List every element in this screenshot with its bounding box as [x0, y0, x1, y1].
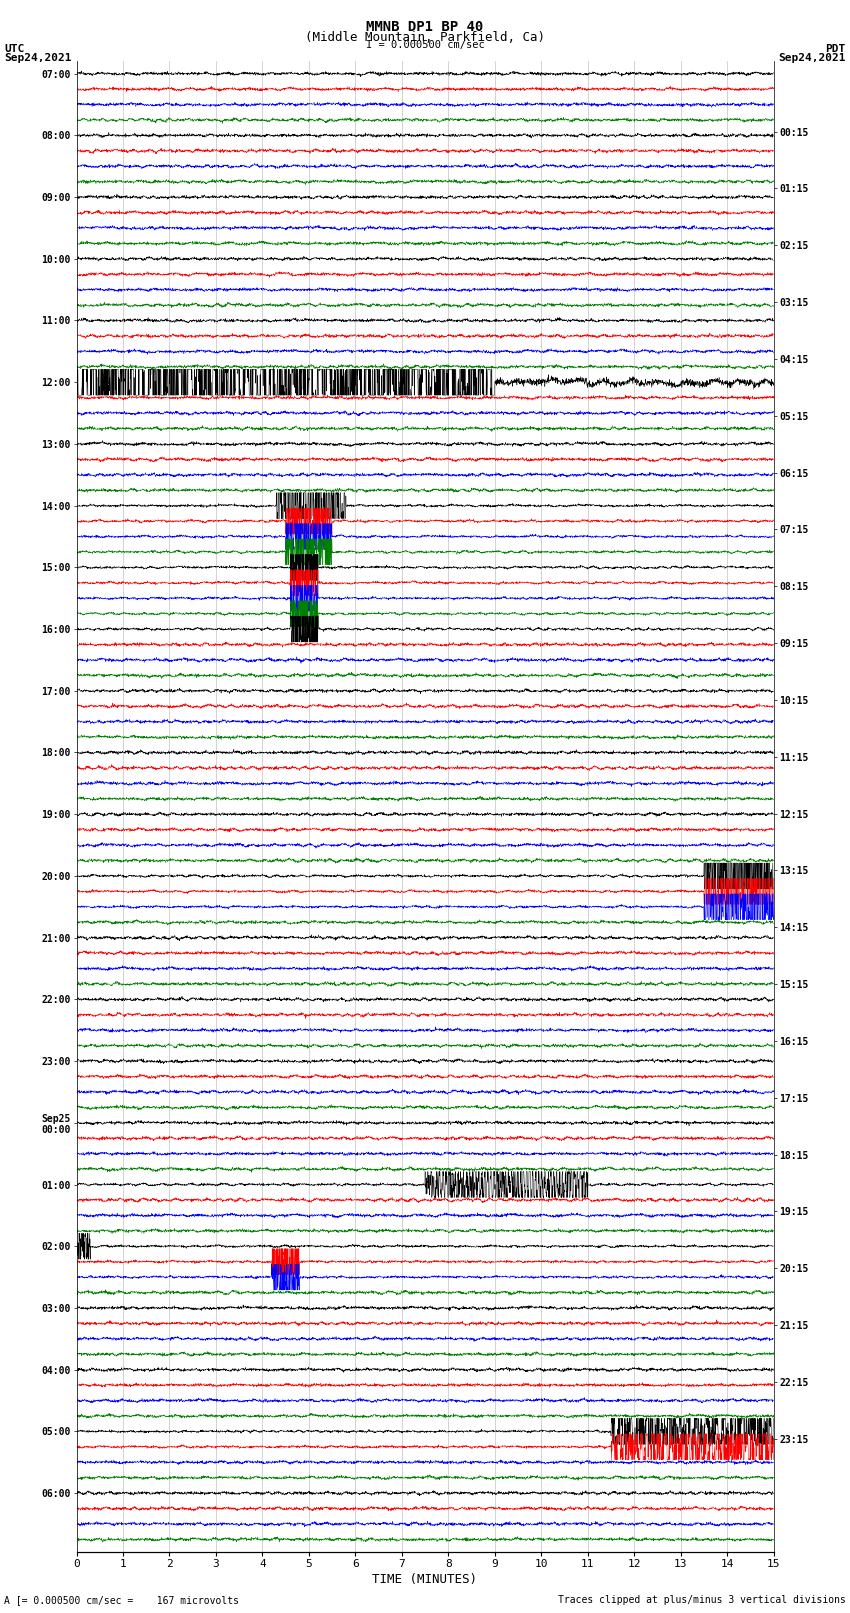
Text: (Middle Mountain, Parkfield, Ca): (Middle Mountain, Parkfield, Ca)	[305, 31, 545, 44]
Text: MMNB DP1 BP 40: MMNB DP1 BP 40	[366, 19, 484, 34]
Text: A [= 0.000500 cm/sec =    167 microvolts: A [= 0.000500 cm/sec = 167 microvolts	[4, 1595, 239, 1605]
Text: Sep24,2021: Sep24,2021	[779, 53, 846, 63]
Text: UTC: UTC	[4, 44, 25, 53]
Text: Sep24,2021: Sep24,2021	[4, 53, 71, 63]
Text: Traces clipped at plus/minus 3 vertical divisions: Traces clipped at plus/minus 3 vertical …	[558, 1595, 846, 1605]
Text: PDT: PDT	[825, 44, 846, 53]
X-axis label: TIME (MINUTES): TIME (MINUTES)	[372, 1573, 478, 1586]
Text: I = 0.000500 cm/sec: I = 0.000500 cm/sec	[366, 40, 484, 50]
